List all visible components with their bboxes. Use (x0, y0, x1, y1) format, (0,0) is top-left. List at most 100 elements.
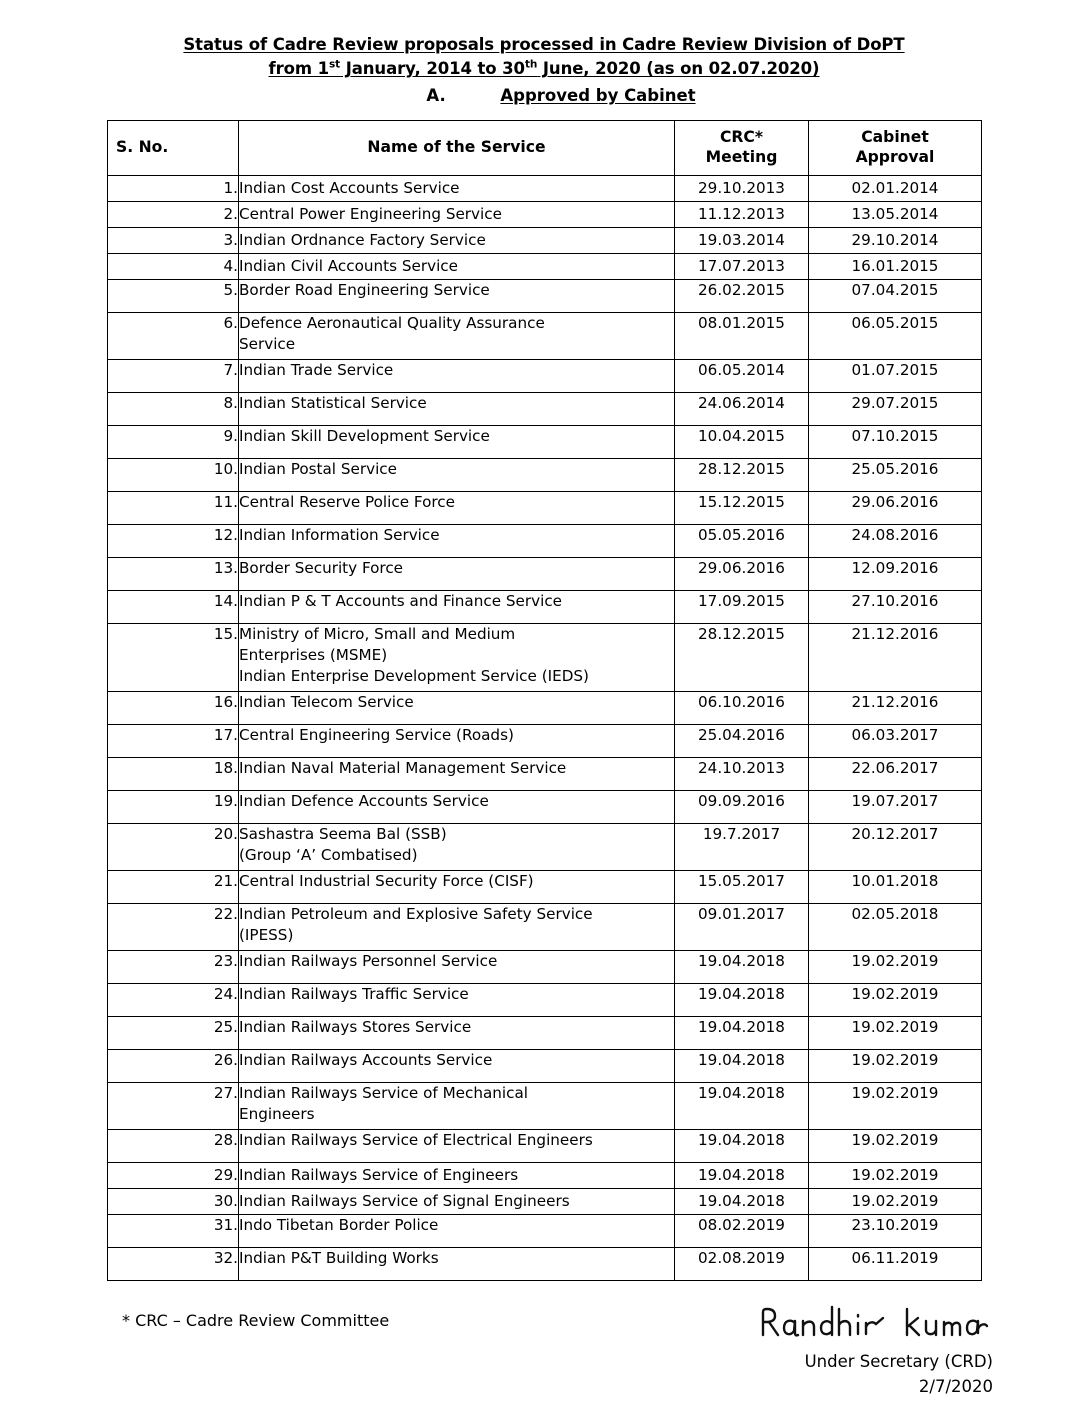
service-name-line-1: Indian Railways Stores Service (239, 1018, 472, 1036)
table-row: 6. Defence Aeronautical Quality Assurance… (107, 312, 982, 360)
service-name-line-1: Indian Information Service (239, 526, 440, 544)
table-row: 32. Indian P&T Building Works 02.08.2019 06… (107, 1247, 982, 1281)
cell-cabinet-approval-date: 21.12.2016 (808, 691, 982, 725)
cell-serial-number: 10. (107, 458, 239, 492)
cabinet-header-line-1: Cabinet (861, 128, 929, 146)
cell-serial-number: 20. (107, 823, 239, 871)
cell-cabinet-approval-date: 24.08.2016 (808, 524, 982, 558)
document-title-line-2: from 1st January, 2014 to 30th June, 202… (0, 57, 1088, 81)
cell-crc-meeting-date: 29.06.2016 (674, 557, 809, 591)
service-name-line-2: Engineers (239, 1105, 315, 1123)
cell-crc-meeting-date: 19.04.2018 (674, 950, 809, 984)
table-row: 16. Indian Telecom Service 06.10.2016 21.12… (107, 691, 982, 725)
service-name-line-1: Indian Postal Service (239, 460, 397, 478)
cell-service-name: Ministry of Micro, Small and Medium Enter… (238, 623, 675, 692)
cell-cabinet-approval-date: 01.07.2015 (808, 359, 982, 393)
cell-cabinet-approval-date: 19.02.2019 (808, 1129, 982, 1163)
cell-cabinet-approval-date: 19.02.2019 (808, 1049, 982, 1083)
cell-serial-number: 24. (107, 983, 239, 1017)
service-name-line-1: Central Reserve Police Force (239, 493, 455, 511)
cell-service-name: Indian Information Service (238, 524, 675, 558)
cadre-review-table: S. No. Name of the Service CRC* Meeting … (107, 120, 982, 1281)
cell-crc-meeting-date: 19.04.2018 (674, 1049, 809, 1083)
cell-serial-number: 32. (107, 1247, 239, 1281)
cell-service-name: Indian Statistical Service (238, 392, 675, 426)
cell-crc-meeting-date: 24.10.2013 (674, 757, 809, 791)
cell-cabinet-approval-date: 29.07.2015 (808, 392, 982, 426)
cell-cabinet-approval-date: 10.01.2018 (808, 870, 982, 904)
service-name-line-1: Indian P&T Building Works (239, 1249, 439, 1267)
ordinal-suffix-st: st (328, 58, 341, 71)
cell-cabinet-approval-date: 12.09.2016 (808, 557, 982, 591)
table-row: 3. Indian Ordnance Factory Service 19.03.2… (107, 227, 982, 254)
cell-serial-number: 22. (107, 903, 239, 951)
service-name-line-3: Indian Enterprise Development Service (I… (239, 667, 589, 685)
cell-service-name: Indian Naval Material Management Service (238, 757, 675, 791)
crc-header-line-2: Meeting (705, 148, 778, 166)
table-row: 14. Indian P & T Accounts and Finance Ser… (107, 590, 982, 624)
table-row: 7. Indian Trade Service 06.05.2014 01.07.20… (107, 359, 982, 393)
document-header: Status of Cadre Review proposals process… (0, 0, 1088, 107)
cell-serial-number: 8. (107, 392, 239, 426)
cell-crc-meeting-date: 29.10.2013 (674, 175, 809, 202)
cell-cabinet-approval-date: 19.02.2019 (808, 1188, 982, 1215)
cell-serial-number: 30. (107, 1188, 239, 1215)
cell-crc-meeting-date: 17.07.2013 (674, 253, 809, 280)
cell-serial-number: 29. (107, 1162, 239, 1189)
table-body: 1. Indian Cost Accounts Service 29.10.2013… (107, 175, 982, 1281)
cell-crc-meeting-date: 11.12.2013 (674, 201, 809, 228)
document-title-line-1: Status of Cadre Review proposals process… (0, 33, 1088, 57)
service-name-line-1: Indian Skill Development Service (239, 427, 490, 445)
table-row: 13. Border Security Force 29.06.2016 12.09.… (107, 557, 982, 591)
service-name-line-1: Central Industrial Security Force (CISF) (239, 872, 534, 890)
cell-crc-meeting-date: 19.04.2018 (674, 1162, 809, 1189)
cell-crc-meeting-date: 19.03.2014 (674, 227, 809, 254)
service-name-line-1: Indian Railways Service of Signal Engine… (239, 1192, 570, 1210)
service-name-line-1: Indian Railways Accounts Service (239, 1051, 493, 1069)
cell-serial-number: 26. (107, 1049, 239, 1083)
title-text-1: Status of Cadre Review proposals process… (183, 35, 905, 54)
table-row: 9. Indian Skill Development Service 10.04.… (107, 425, 982, 459)
cell-serial-number: 14. (107, 590, 239, 624)
service-name-line-1: Indian Statistical Service (239, 394, 427, 412)
cell-service-name: Border Road Engineering Service (238, 279, 675, 313)
cell-cabinet-approval-date: 20.12.2017 (808, 823, 982, 871)
cell-crc-meeting-date: 08.02.2019 (674, 1214, 809, 1248)
cell-cabinet-approval-date: 07.04.2015 (808, 279, 982, 313)
cell-serial-number: 16. (107, 691, 239, 725)
cell-cabinet-approval-date: 19.02.2019 (808, 950, 982, 984)
column-header-cabinet-approval: Cabinet Approval (808, 120, 982, 176)
crc-header-line-1: CRC* (719, 128, 764, 146)
cell-service-name: Indian Postal Service (238, 458, 675, 492)
cell-service-name: Indian P & T Accounts and Finance Servic… (238, 590, 675, 624)
cell-service-name: Indian Skill Development Service (238, 425, 675, 459)
cell-serial-number: 9. (107, 425, 239, 459)
cell-crc-meeting-date: 05.05.2016 (674, 524, 809, 558)
cell-service-name: Indian Cost Accounts Service (238, 175, 675, 202)
table-row: 15. Ministry of Micro, Small and Medium En… (107, 623, 982, 692)
handwritten-signature (665, 1303, 995, 1349)
cell-cabinet-approval-date: 21.12.2016 (808, 623, 982, 692)
cell-crc-meeting-date: 19.7.2017 (674, 823, 809, 871)
cabinet-header-line-2: Approval (855, 148, 935, 166)
service-name-line-2: (Group ‘A’ Combatised) (239, 846, 418, 864)
cell-crc-meeting-date: 19.04.2018 (674, 1016, 809, 1050)
signatory-designation: Under Secretary (CRD) (804, 1352, 993, 1371)
cell-serial-number: 12. (107, 524, 239, 558)
table-row: 26. Indian Railways Accounts Service 19.04… (107, 1049, 982, 1083)
table-header-row: S. No. Name of the Service CRC* Meeting … (107, 120, 982, 176)
cell-crc-meeting-date: 15.05.2017 (674, 870, 809, 904)
cell-cabinet-approval-date: 02.01.2014 (808, 175, 982, 202)
cell-cabinet-approval-date: 07.10.2015 (808, 425, 982, 459)
service-name-line-1: Indian Defence Accounts Service (239, 792, 489, 810)
cell-serial-number: 3. (107, 227, 239, 254)
cell-service-name: Defence Aeronautical Quality Assurance Se… (238, 312, 675, 360)
cell-crc-meeting-date: 02.08.2019 (674, 1247, 809, 1281)
cell-cabinet-approval-date: 06.11.2019 (808, 1247, 982, 1281)
section-label: Approved by Cabinet (500, 86, 696, 105)
cell-crc-meeting-date: 08.01.2015 (674, 312, 809, 360)
cell-service-name: Central Engineering Service (Roads) (238, 724, 675, 758)
cell-serial-number: 4. (107, 253, 239, 280)
cell-service-name: Indian Railways Service of Electrical En… (238, 1129, 675, 1163)
